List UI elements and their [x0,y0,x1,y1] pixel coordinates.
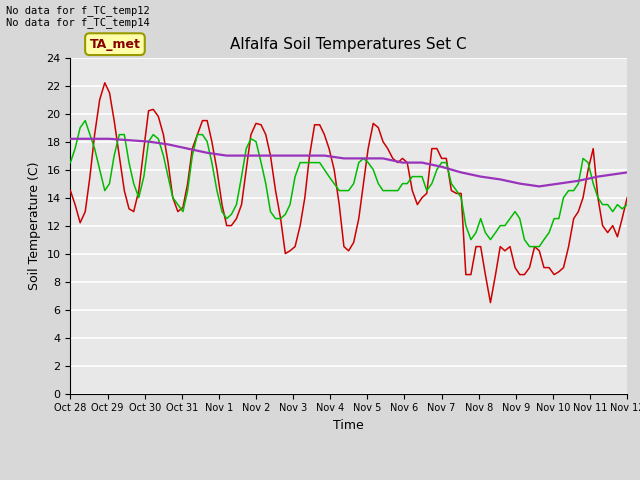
X-axis label: Time: Time [333,419,364,432]
Title: Alfalfa Soil Temperatures Set C: Alfalfa Soil Temperatures Set C [230,37,467,52]
Text: TA_met: TA_met [90,37,140,51]
Y-axis label: Soil Temperature (C): Soil Temperature (C) [28,161,41,290]
Text: No data for f_TC_temp12
No data for f_TC_temp14: No data for f_TC_temp12 No data for f_TC… [6,5,150,28]
